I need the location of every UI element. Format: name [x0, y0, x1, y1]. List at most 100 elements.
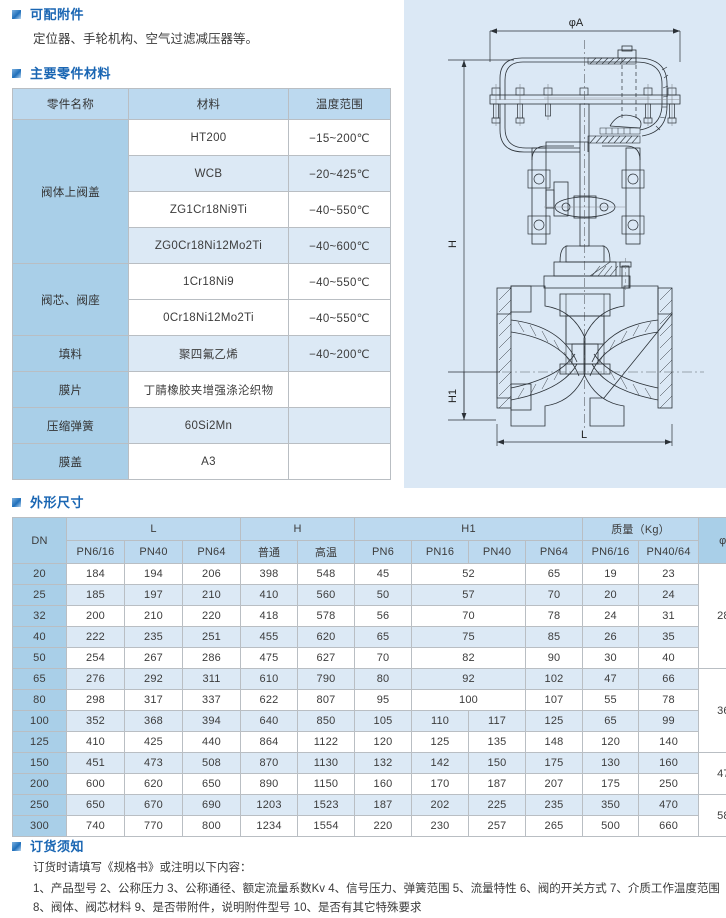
- materials-group-label: 阀体上阀盖: [13, 120, 129, 264]
- materials-table-header-row: 零件名称 材料 温度范围: [13, 89, 391, 120]
- dimensions-table: DN L H H1 质量（Kg） φA PN6/16 PN40 PN64 普通 …: [12, 517, 726, 837]
- materials-cell-material: A3: [129, 444, 289, 480]
- dim-cell-mass-0: 55: [583, 690, 639, 711]
- dim-cell-H1-0: 132: [355, 753, 412, 774]
- dim-cell-L-2: 220: [183, 606, 241, 627]
- dim-cell-H1-1: 125: [412, 732, 469, 753]
- dim-cell-H1-1-2: 75: [412, 627, 526, 648]
- table-row: 1504514735088701130132142150175130160470: [13, 753, 726, 774]
- dim-cell-mass-0: 175: [583, 774, 639, 795]
- dim-cell-mass-0: 47: [583, 669, 639, 690]
- dim-cell-H1-2: 187: [469, 774, 526, 795]
- dim-group-header-mass: 质量（Kg）: [583, 518, 699, 541]
- dim-cell-H-1: 560: [298, 585, 355, 606]
- dim-cell-L-2: 251: [183, 627, 241, 648]
- table-row: 压缩弹簧 60Si2Mn: [13, 408, 391, 444]
- section-title-dimensions: 外形尺寸: [30, 496, 84, 509]
- dim-cell-L-0: 600: [67, 774, 125, 795]
- dim-cell-L-2: 690: [183, 795, 241, 816]
- dim-sub-header-mass-0: PN6/16: [583, 541, 639, 564]
- dim-cell-L-1: 670: [125, 795, 183, 816]
- dim-cell-L-2: 286: [183, 648, 241, 669]
- dim-cell-L-2: 440: [183, 732, 241, 753]
- dimension-phiA: [490, 28, 680, 62]
- materials-group-label: 膜片: [13, 372, 129, 408]
- dim-cell-H1-2: 135: [469, 732, 526, 753]
- dim-cell-H1-0: 50: [355, 585, 412, 606]
- dim-cell-H1-0: 70: [355, 648, 412, 669]
- dim-cell-H1-2: 225: [469, 795, 526, 816]
- dim-cell-L-2: 800: [183, 816, 241, 837]
- dim-cell-H1-0: 105: [355, 711, 412, 732]
- materials-cell-material: ZG1Cr18Ni9Ti: [129, 192, 289, 228]
- dimensions-header-row-1: DN L H H1 质量（Kg） φA: [13, 518, 726, 541]
- dim-cell-H1-3: 125: [526, 711, 583, 732]
- dim-cell-H1-3: 78: [526, 606, 583, 627]
- table-row: 阀芯、阀座 1Cr18Ni9 −40~550℃: [13, 264, 391, 300]
- dim-sub-header-H1-1: PN16: [412, 541, 469, 564]
- table-row: 膜盖 A3: [13, 444, 391, 480]
- dim-col-header-phiA: φA: [699, 518, 726, 564]
- materials-cell-material: 1Cr18Ni9: [129, 264, 289, 300]
- dim-cell-mass-0: 19: [583, 564, 639, 585]
- dim-cell-H1-1: 230: [412, 816, 469, 837]
- dim-cell-mass-0: 24: [583, 606, 639, 627]
- dim-sub-header-L-2: PN64: [183, 541, 241, 564]
- dim-cell-mass-1: 78: [639, 690, 699, 711]
- section-title-materials: 主要零件材料: [30, 67, 111, 80]
- materials-cell-material: ZG0Cr18Ni12Mo2Ti: [129, 228, 289, 264]
- section-header-materials: 主要零件材料: [12, 67, 404, 80]
- dim-cell-L-1: 770: [125, 816, 183, 837]
- table-row: 2506506706901203152318720222523535047058…: [13, 795, 726, 816]
- dim-sub-header-H1-2: PN40: [469, 541, 526, 564]
- dim-cell-mass-1: 24: [639, 585, 699, 606]
- dim-cell-phiA: 360: [699, 669, 726, 753]
- dimension-H: [448, 60, 514, 420]
- dim-cell-mass-1: 40: [639, 648, 699, 669]
- left-column: 可配附件 定位器、手轮机构、空气过滤减压器等。 主要零件材料 零件名称 材料 温…: [0, 0, 404, 480]
- dim-cell-H1-0: 45: [355, 564, 412, 585]
- dim-cell-L-1: 473: [125, 753, 183, 774]
- dimensions-header-row-2: PN6/16 PN40 PN64 普通 高温 PN6 PN16 PN40 PN6…: [13, 541, 726, 564]
- dim-cell-H1-0: 80: [355, 669, 412, 690]
- materials-col-header-temp: 温度范围: [289, 89, 391, 120]
- table-row: 201841942063985484552651923285: [13, 564, 726, 585]
- dim-cell-H1-0: 220: [355, 816, 412, 837]
- dim-cell-L-1: 425: [125, 732, 183, 753]
- square-bullet-icon: [12, 69, 21, 78]
- dim-cell-mass-1: 31: [639, 606, 699, 627]
- dim-cell-H1-3: 85: [526, 627, 583, 648]
- dim-cell-H1-3: 90: [526, 648, 583, 669]
- materials-cell-material: 聚四氟乙烯: [129, 336, 289, 372]
- dim-group-header-H: H: [241, 518, 355, 541]
- dim-cell-dn: 65: [13, 669, 67, 690]
- dim-cell-H1-1-2: 52: [412, 564, 526, 585]
- dim-cell-H1-3: 175: [526, 753, 583, 774]
- dim-cell-L-1: 210: [125, 606, 183, 627]
- valve-bonnet: [544, 246, 631, 292]
- dim-cell-dn: 40: [13, 627, 67, 648]
- dim-cell-H1-1: 142: [412, 753, 469, 774]
- dim-sub-header-mass-1: PN40/64: [639, 541, 699, 564]
- materials-cell-temp: −40~550℃: [289, 300, 391, 336]
- dim-cell-H1-3: 148: [526, 732, 583, 753]
- dim-cell-mass-1: 66: [639, 669, 699, 690]
- dim-cell-H1-0: 160: [355, 774, 412, 795]
- dim-cell-H1-1-2: 100: [412, 690, 526, 711]
- dim-cell-H1-3: 65: [526, 564, 583, 585]
- dim-cell-H1-3: 70: [526, 585, 583, 606]
- dim-cell-L-0: 352: [67, 711, 125, 732]
- dim-cell-mass-1: 23: [639, 564, 699, 585]
- dim-cell-H1-1: 110: [412, 711, 469, 732]
- dim-cell-H-0: 1203: [241, 795, 298, 816]
- accessories-body-text: 定位器、手轮机构、空气过滤减压器等。: [33, 28, 404, 47]
- ordering-items-text: 1、产品型号 2、公称压力 3、公称通径、额定流量系数Kv 4、信号压力、弹簧范…: [33, 880, 724, 918]
- dim-cell-H1-3: 265: [526, 816, 583, 837]
- dim-cell-H-0: 864: [241, 732, 298, 753]
- actuator-housing: [500, 46, 668, 136]
- dim-cell-L-0: 650: [67, 795, 125, 816]
- dim-cell-dn: 200: [13, 774, 67, 795]
- materials-cell-temp: −15~200℃: [289, 120, 391, 156]
